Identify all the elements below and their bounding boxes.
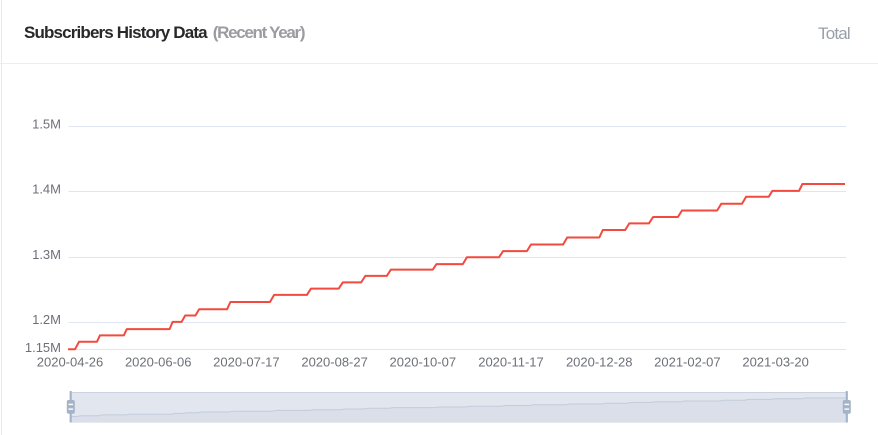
- svg-text:2020-10-07: 2020-10-07: [390, 355, 457, 370]
- svg-text:1.5M: 1.5M: [32, 117, 61, 132]
- svg-text:2020-08-27: 2020-08-27: [301, 355, 368, 370]
- svg-text:1.2M: 1.2M: [32, 312, 61, 327]
- svg-text:1.4M: 1.4M: [32, 181, 61, 196]
- svg-text:1.15M: 1.15M: [25, 340, 61, 355]
- svg-text:2020-12-28: 2020-12-28: [566, 355, 633, 370]
- svg-text:2020-11-17: 2020-11-17: [478, 355, 544, 370]
- svg-text:2020-06-06: 2020-06-06: [125, 355, 192, 370]
- svg-text:2021-03-20: 2021-03-20: [742, 355, 809, 370]
- svg-text:2021-02-07: 2021-02-07: [654, 355, 721, 370]
- svg-text:2020-07-17: 2020-07-17: [213, 355, 280, 370]
- svg-text:2020-04-26: 2020-04-26: [37, 355, 104, 370]
- svg-text:1.3M: 1.3M: [32, 247, 61, 262]
